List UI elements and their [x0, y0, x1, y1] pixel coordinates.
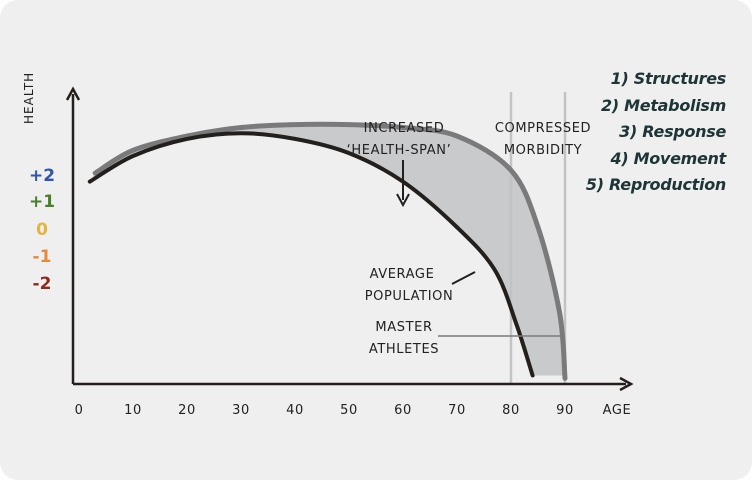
x-tick-label-60: 60 [394, 403, 412, 418]
legend-item-movement: 4) Movement [610, 148, 727, 168]
annotation-average: AVERAGE [370, 267, 435, 282]
legend: 1) Structures 2) Metabolism 3) Response … [586, 66, 726, 199]
x-tick-label-40: 40 [286, 403, 304, 418]
annotation-increased: INCREASED [364, 121, 445, 136]
y-level-0: 0 [36, 220, 48, 240]
x-axis-title: AGE [603, 403, 632, 418]
annotation-morbidity: MORBIDITY [504, 143, 582, 158]
annotation-athletes: ATHLETES [369, 342, 439, 357]
x-tick-label-10: 10 [124, 403, 142, 418]
average-pointer [451, 271, 476, 285]
health-span-area [89, 124, 566, 379]
x-tick-label-0: 0 [75, 403, 84, 418]
x-tick-label-70: 70 [448, 403, 466, 418]
x-axis-arrow [619, 376, 634, 392]
annotation-health-span: ‘HEALTH-SPAN’ [347, 143, 452, 158]
legend-item-response: 3) Response [619, 122, 726, 141]
y-level-plus-2: +2 [28, 166, 56, 186]
y-level-minus-2: -2 [32, 274, 52, 294]
legend-item-structures: 1) Structures [610, 69, 727, 88]
series-line-master-athletes [92, 121, 568, 381]
legend-item-metabolism: 2) Metabolism [601, 95, 726, 115]
series-line-average-population [87, 131, 535, 378]
legend-item-reproduction: 5) Reproduction [585, 175, 726, 194]
x-tick-label-80: 80 [502, 403, 520, 418]
annotation-population: POPULATION [365, 289, 454, 304]
x-tick-label-20: 20 [178, 403, 196, 418]
y-level-minus-1: -1 [32, 247, 52, 267]
x-tick-label-50: 50 [340, 403, 358, 418]
annotation-compressed: COMPRESSED [495, 121, 591, 136]
y-axis-title: HEALTH [22, 71, 36, 124]
y-axis-arrow [65, 86, 81, 101]
x-tick-label-90: 90 [556, 403, 574, 418]
x-tick-label-30: 30 [232, 403, 250, 418]
annotation-master: MASTER [375, 320, 432, 335]
y-level-plus-1: +1 [28, 192, 56, 212]
health-span-pointer-head [396, 193, 410, 208]
